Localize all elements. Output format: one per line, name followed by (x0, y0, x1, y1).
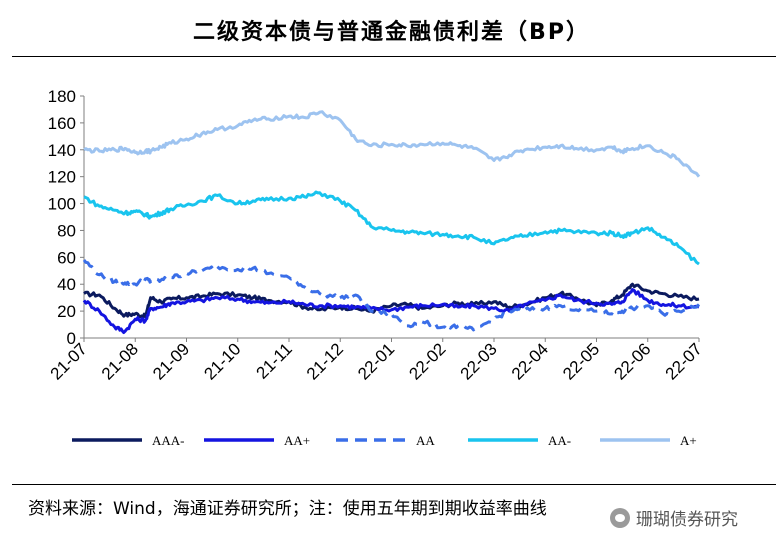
x-tick-label: 22-06 (610, 339, 654, 383)
y-tick-label: 140 (48, 141, 76, 160)
legend: AAA- AA+ AA AA- A+ (72, 433, 697, 448)
series-line-aplus (83, 110, 701, 178)
bottom-divider (12, 484, 776, 485)
wechat-logo-icon (610, 507, 630, 528)
chart-title: 二级资本债与普通金融债利差（BP） (193, 20, 590, 45)
x-tick-label: 22-07 (662, 339, 706, 383)
x-tick-label: 22-01 (354, 339, 398, 383)
x-tick-label: 21-10 (200, 339, 244, 383)
y-tick-label: 120 (48, 168, 76, 187)
legend-label-2: AA (416, 433, 435, 448)
y-tick-label: 80 (57, 221, 76, 240)
x-tick-label: 21-11 (253, 339, 296, 382)
series-line-aa (82, 259, 701, 332)
legend-label-1: AA+ (284, 433, 310, 448)
legend-label-4: A+ (680, 433, 697, 448)
series-line-aaplus (82, 288, 700, 334)
y-tick-label: 20 (57, 302, 76, 321)
y-tick-label: 160 (48, 114, 76, 133)
legend-label-0: AAA- (152, 433, 185, 448)
x-tick-label: 22-03 (457, 339, 501, 383)
x-tick-label: 22-02 (405, 339, 449, 383)
top-divider (12, 56, 776, 57)
y-tick-label: 100 (48, 195, 76, 214)
series-line-aaminus (83, 190, 700, 266)
legend-label-3: AA- (548, 433, 571, 448)
watermark-text: 珊瑚债券研究 (636, 510, 738, 530)
y-tick-label: 0 (67, 329, 76, 348)
watermark: 珊瑚债券研究 (610, 505, 738, 530)
x-tick-label: 21-08 (98, 339, 142, 383)
x-tick-label: 22-05 (559, 339, 603, 383)
source-note: 资料来源：Wind，海通证券研究所；注：使用五年期到期收益率曲线 (28, 499, 547, 519)
x-tick-label: 21-12 (303, 339, 347, 383)
y-tick-label: 60 (57, 248, 76, 267)
x-tick-label: 21-09 (149, 339, 193, 383)
y-tick-label: 180 (48, 87, 76, 106)
y-tick-label: 40 (57, 275, 76, 294)
x-tick-label: 22-04 (508, 339, 552, 383)
series-lines-group (82, 110, 701, 334)
